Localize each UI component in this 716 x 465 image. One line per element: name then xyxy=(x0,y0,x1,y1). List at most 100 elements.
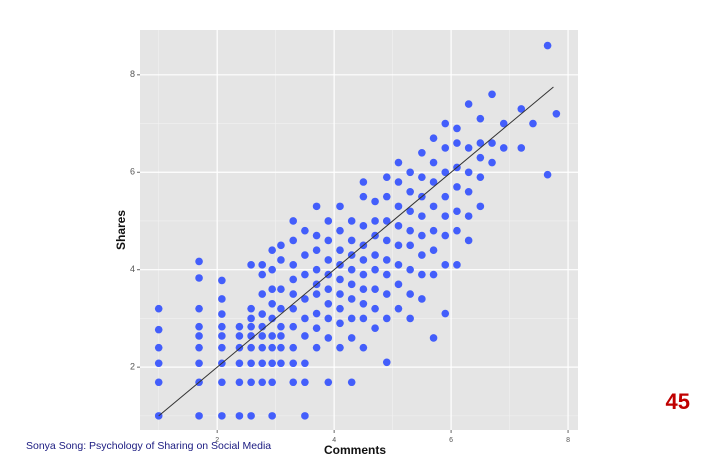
point xyxy=(312,324,321,332)
point xyxy=(268,285,276,293)
point xyxy=(154,343,163,352)
point xyxy=(347,280,356,289)
point xyxy=(301,295,309,303)
point xyxy=(258,332,267,340)
point xyxy=(324,314,333,323)
point xyxy=(464,212,473,220)
point xyxy=(247,378,255,387)
point xyxy=(347,217,356,225)
point xyxy=(195,257,203,266)
point xyxy=(429,270,438,279)
point xyxy=(429,334,438,342)
point xyxy=(464,236,473,245)
point xyxy=(418,270,426,279)
point xyxy=(382,358,391,367)
point xyxy=(347,236,356,245)
point xyxy=(394,202,403,211)
point xyxy=(441,231,450,240)
point xyxy=(247,322,255,331)
point xyxy=(394,280,403,289)
point xyxy=(371,304,379,313)
point xyxy=(258,270,267,279)
point xyxy=(371,265,379,274)
point xyxy=(517,144,526,152)
point xyxy=(453,139,461,147)
y-tick-label: 4 xyxy=(130,264,135,274)
point xyxy=(301,270,309,279)
point xyxy=(499,144,508,152)
point xyxy=(235,378,244,387)
point xyxy=(268,300,276,308)
point xyxy=(312,343,321,352)
point xyxy=(312,265,321,274)
point xyxy=(268,246,276,255)
point xyxy=(247,261,255,269)
point xyxy=(324,236,333,245)
point xyxy=(464,100,473,108)
point xyxy=(406,226,414,235)
point xyxy=(347,314,356,323)
point xyxy=(371,251,379,259)
point xyxy=(517,105,526,113)
point xyxy=(441,212,450,220)
point xyxy=(382,173,391,181)
point xyxy=(476,173,485,181)
point xyxy=(476,114,485,123)
point xyxy=(464,168,473,177)
point xyxy=(382,314,391,323)
point xyxy=(289,217,298,225)
point xyxy=(453,261,461,269)
point xyxy=(235,332,244,340)
point xyxy=(247,343,255,352)
point xyxy=(453,226,461,235)
point xyxy=(418,251,426,259)
x-axis-title: Comments xyxy=(324,443,386,457)
point xyxy=(371,197,379,206)
point xyxy=(312,231,321,240)
point xyxy=(301,251,309,259)
point xyxy=(289,359,298,368)
point xyxy=(312,246,321,255)
point xyxy=(371,324,379,332)
x-tick-label: 8 xyxy=(566,437,570,444)
point xyxy=(476,153,485,162)
point xyxy=(235,359,244,368)
point xyxy=(312,290,321,298)
point xyxy=(301,314,309,323)
point xyxy=(195,343,203,352)
point xyxy=(289,261,298,269)
point xyxy=(195,412,203,420)
point xyxy=(336,319,344,328)
point xyxy=(218,343,226,352)
point xyxy=(347,378,356,387)
point xyxy=(394,158,403,167)
point xyxy=(258,343,267,352)
point xyxy=(359,270,368,279)
point xyxy=(347,295,356,303)
points xyxy=(154,41,561,420)
point xyxy=(218,295,226,303)
point xyxy=(258,359,267,368)
x-tick-label: 2 xyxy=(215,437,219,444)
point xyxy=(499,119,508,128)
point xyxy=(359,192,368,201)
point xyxy=(324,378,333,387)
point xyxy=(301,226,309,235)
point xyxy=(406,207,414,216)
point xyxy=(429,178,438,186)
point xyxy=(289,236,298,245)
point xyxy=(301,359,309,368)
point xyxy=(359,314,368,323)
point xyxy=(371,217,379,225)
point xyxy=(218,310,226,318)
point xyxy=(453,207,461,216)
point xyxy=(488,90,496,99)
point xyxy=(277,241,285,250)
point xyxy=(289,304,298,313)
point xyxy=(394,222,403,230)
point xyxy=(429,246,438,255)
point xyxy=(359,256,368,264)
point xyxy=(235,322,244,331)
point xyxy=(441,309,450,318)
point xyxy=(347,265,356,274)
